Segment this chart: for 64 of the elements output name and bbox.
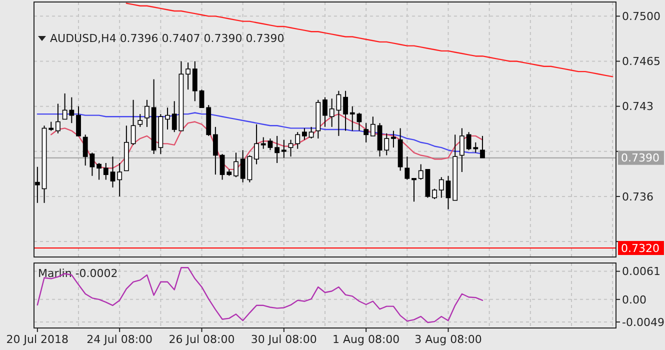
candlestick (404, 156, 410, 180)
candlestick (356, 112, 362, 132)
ref-line-label: 0.7320 (621, 242, 660, 255)
candlestick (192, 60, 198, 102)
x-tick-label: 26 Jul 08:00 (168, 333, 235, 346)
candlestick (117, 162, 122, 197)
candlestick (281, 139, 286, 158)
candlestick (212, 126, 218, 176)
candlestick (268, 138, 273, 151)
candlestick (76, 106, 81, 136)
candlestick (412, 178, 416, 202)
candlestick (96, 162, 102, 180)
candlestick (138, 114, 143, 128)
y-tick-label: 0.743 (622, 100, 654, 114)
candlestick (446, 175, 451, 210)
candlestick (343, 90, 348, 132)
candlestick (473, 142, 478, 154)
y-tick-label: 0.7500 (622, 10, 660, 24)
candlestick (370, 116, 376, 136)
candlestick (459, 128, 464, 172)
candlestick (56, 103, 60, 134)
candlestick (322, 96, 328, 128)
candlestick (438, 176, 444, 198)
candlestick (172, 100, 177, 133)
candlestick (254, 124, 259, 165)
candlestick (220, 153, 225, 180)
chart-title: Marlin -0.0002 (38, 267, 118, 280)
candlestick (302, 128, 307, 140)
candlestick (103, 162, 108, 180)
candlestick (466, 132, 472, 151)
x-tick-label: 3 Aug 08:00 (414, 333, 482, 346)
y-tick-label: 0.0061 (622, 265, 660, 278)
candlestick (384, 132, 390, 156)
x-tick-label: 24 Jul 08:00 (86, 333, 153, 346)
candlestick (48, 121, 54, 132)
candlestick (391, 130, 396, 148)
candlestick (418, 164, 424, 180)
candlestick (234, 152, 238, 178)
candlestick (260, 136, 266, 150)
ref-line-label: 0.7390 (621, 152, 660, 165)
candlestick (295, 132, 300, 150)
candlestick (110, 156, 116, 188)
x-tick-label: 20 Jul 2018 (6, 333, 69, 346)
candlestick (34, 166, 40, 204)
candlestick (364, 122, 369, 143)
candlestick (350, 106, 355, 132)
y-tick-label: -0.0049 (622, 316, 664, 329)
candlestick (165, 107, 170, 130)
y-tick-label: 0.00 (622, 293, 646, 306)
candlestick (288, 139, 294, 158)
candlestick (274, 135, 280, 164)
x-tick-label: 1 Aug 08:00 (332, 333, 400, 346)
candlestick (144, 99, 150, 128)
candlestick (130, 99, 136, 146)
y-tick-label: 0.736 (622, 190, 654, 204)
candlestick (199, 89, 204, 108)
candlestick (308, 126, 314, 140)
candlestick (480, 135, 485, 158)
candlestick (186, 62, 191, 90)
x-tick-label: 30 Jul 08:00 (250, 333, 317, 346)
line-series (36, 267, 484, 324)
candlestick (432, 188, 438, 200)
y-tick-label: 0.7465 (622, 55, 660, 68)
text: AUDUSD,H4 0.7396 0.7407 0.7390 0.7390 (50, 32, 284, 45)
